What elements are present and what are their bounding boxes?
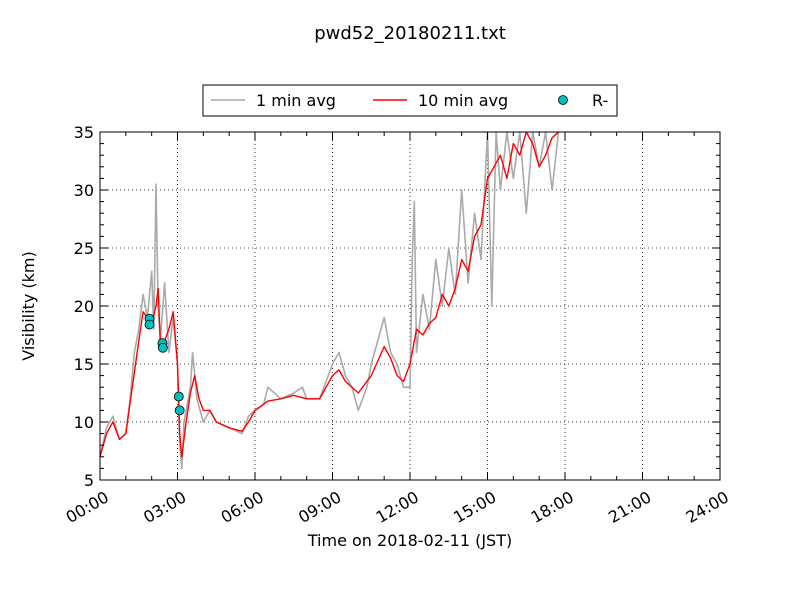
grid bbox=[100, 132, 720, 480]
legend-frame bbox=[202, 84, 618, 117]
y-axis-label: Visibility (km) bbox=[19, 251, 38, 360]
legend: 1 min avg 10 min avg R- bbox=[202, 84, 618, 117]
x-tick-label: 18:00 bbox=[528, 487, 577, 527]
y-tick-label: 20 bbox=[74, 297, 94, 316]
series-group bbox=[100, 132, 560, 470]
y-tick-label: 5 bbox=[84, 471, 94, 490]
series-line-0 bbox=[100, 132, 560, 470]
x-tick-label: 12:00 bbox=[373, 487, 422, 527]
y-tick-label: 25 bbox=[74, 239, 94, 258]
x-tick-label: 09:00 bbox=[295, 487, 344, 527]
r-minus-marker bbox=[157, 342, 168, 353]
x-axis-label: Time on 2018-02-11 (JST) bbox=[307, 531, 512, 550]
x-tick-label: 03:00 bbox=[140, 487, 189, 527]
y-tick-label: 35 bbox=[74, 123, 94, 142]
series-line-1 bbox=[100, 132, 559, 458]
ticks: 00:00 03:00 06:00 09:00 12:00 15:00 18:00 21:00… bbox=[63, 123, 732, 527]
x-tick-label: 00:00 bbox=[63, 487, 112, 527]
legend-label-r: R- bbox=[592, 91, 608, 110]
x-tick-label: 06:00 bbox=[218, 487, 267, 527]
chart-title: pwd52_20180211.txt bbox=[314, 23, 506, 44]
y-tick-label: 30 bbox=[74, 181, 94, 200]
y-tick-label: 15 bbox=[74, 355, 94, 374]
y-tick-label: 10 bbox=[74, 413, 94, 432]
series-lines bbox=[100, 132, 560, 470]
x-tick-label: 21:00 bbox=[605, 487, 654, 527]
legend-marker-r bbox=[558, 95, 568, 105]
r-minus-marker bbox=[173, 391, 184, 402]
legend-label-10min: 10 min avg bbox=[418, 91, 508, 110]
x-tick-label: 15:00 bbox=[450, 487, 499, 527]
x-tick-label: 24:00 bbox=[683, 487, 732, 527]
r-minus-marker bbox=[144, 319, 155, 330]
r-minus-marker bbox=[174, 405, 185, 416]
legend-label-1min: 1 min avg bbox=[256, 91, 336, 110]
